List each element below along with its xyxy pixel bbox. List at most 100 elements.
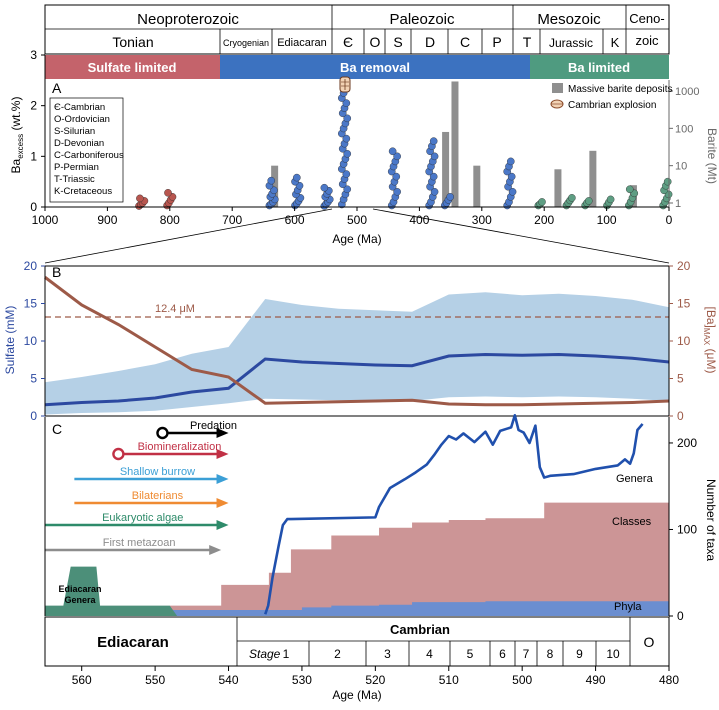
ba-excess-point [506, 157, 515, 166]
era-label-cenozoic-bottom: zoic [635, 33, 659, 48]
panel-c-x-tick-label: 550 [145, 673, 165, 687]
abbreviation-devonian: D-Devonian [54, 138, 104, 149]
panel-c-x-tick-label: 510 [439, 673, 459, 687]
abbreviation-cretaceous: K-Cretaceous [54, 186, 112, 197]
panel-b-y-tick-label: 10 [24, 334, 38, 348]
panel-label-a: A [52, 80, 62, 96]
panel-c-right-tick-label: 200 [677, 436, 697, 450]
panel-label-c: C [52, 421, 62, 437]
event-origin-icon [156, 426, 169, 440]
regime-label-ba-limited: Ba limited [568, 60, 630, 75]
event-origin-icon [112, 447, 125, 461]
stage-number-label: 1 [283, 647, 290, 661]
panel-a-x-tick-label: 800 [160, 213, 180, 227]
abbreviation-ordovician: O-Ordovician [54, 114, 110, 125]
panel-b-right-tick-label: 5 [677, 372, 684, 386]
ba-excess-point [446, 193, 454, 201]
era-label-cenozoic-top: Ceno- [629, 11, 664, 26]
reference-line-label: 12.4 μM [155, 303, 195, 315]
ba-excess-point [430, 187, 439, 196]
regime-label-ba-removal: Ba removal [340, 60, 410, 75]
ba-max-line [44, 276, 670, 407]
panel-a-y-axis-title: Baexcess (wt.%) [9, 97, 25, 174]
legend-cambrian-explosion: Cambrian explosion [568, 100, 656, 111]
cambrian-explosion-marker-icon [339, 76, 351, 93]
stage-number-label: 3 [384, 647, 391, 661]
panel-c-x-tick-label: 540 [219, 673, 239, 687]
stage-number-label: 4 [426, 647, 433, 661]
panel-c-x-tick-label: 500 [512, 673, 532, 687]
panel-c-x-tick-label: 560 [72, 673, 92, 687]
ba-excess-point [343, 185, 352, 194]
panel-c-x-tick-label: 520 [365, 673, 385, 687]
stratigraphic-column: Ediacaran Cambrian O Stage 1 2 3 4 5 6 7 8 9 10 [44, 616, 670, 667]
evolutionary-events: Predation Biomineralization Shallow burrow… [45, 420, 237, 555]
stage-word-label: Stage [249, 647, 281, 661]
panel-c-x-tick-label: 490 [586, 673, 606, 687]
strat-label-cambrian: Cambrian [390, 622, 450, 637]
panel-a-x-tick-label: 500 [347, 213, 367, 227]
panel-c: Predation Biomineralization Shallow burrow… [44, 413, 718, 702]
panel-a-x-tick-label: 400 [409, 213, 429, 227]
abbreviation-carboniferous: C-Carboniferous [54, 150, 124, 161]
panel-b-axes: 0 0 5 5 10 10 15 15 20 20 [24, 259, 691, 423]
sulfate-range-band [45, 292, 669, 415]
panel-b-y-tick-label: 20 [24, 259, 38, 273]
stage-number-label: 2 [334, 647, 341, 661]
ba-excess-point [320, 183, 329, 192]
event-arrowhead-icon [209, 545, 222, 555]
series-label-ediacaran-genera-line2: Genera [64, 595, 96, 605]
panel-a-right-axis-title: Barite (Mt) [705, 128, 719, 184]
event-arrowhead-icon [216, 449, 229, 459]
panel-b-y-axis-title: Sulfate (mM) [3, 306, 17, 375]
stage-number-label: 6 [499, 647, 506, 661]
ba-excess-point [584, 197, 593, 205]
period-label-permian: P [492, 34, 501, 50]
panel-b-right-tick-label: 20 [677, 259, 691, 273]
panel-a: 1000 900 800 700 600 500 400 300 200 100 001231101… [9, 48, 719, 246]
panel-c-x-tick-label: 480 [659, 673, 679, 687]
panel-a-right-tick-label: 100 [675, 123, 693, 135]
era-label-neoproterozoic: Neoproterozoic [137, 11, 239, 28]
period-label-cretaceous: K [611, 35, 620, 50]
panel-c-right-tick-label: 100 [677, 522, 697, 536]
period-label-cryogenian: Cryogenian [223, 38, 269, 48]
cambrian-explosion-legend-icon [550, 99, 564, 109]
panel-a-x-tick-label: 600 [285, 213, 305, 227]
genera-line [264, 413, 644, 615]
ba-excess-point [267, 176, 276, 185]
ba-excess-point [568, 194, 576, 202]
zoom-connector-left [44, 208, 333, 264]
panel-a-x-tick-label: 700 [222, 213, 242, 227]
panel-a-x-tick-label: 0 [666, 213, 673, 227]
event-label: Predation [190, 420, 237, 432]
panel-a-x-tick-label: 100 [597, 213, 617, 227]
strat-label-ordovician: O [644, 634, 655, 650]
panel-b-y-tick-label: 5 [30, 372, 37, 386]
ba-excess-points [135, 81, 673, 210]
abbreviation-triassic: T-Triassic [54, 174, 95, 185]
stage-number-label: 5 [467, 647, 474, 661]
panel-a-y-tick-label: 1 [30, 149, 37, 163]
ba-excess-point [606, 195, 615, 204]
ba-excess-point [430, 152, 439, 161]
panel-c-x-axis-title: Age (Ma) [332, 688, 381, 702]
panel-a-x-tick-label: 900 [97, 213, 117, 227]
event-label: Eukaryotic algae [102, 512, 183, 524]
event-label: Shallow burrow [120, 466, 195, 478]
panel-a-x-tick-label: 300 [472, 213, 492, 227]
period-label-tonian: Tonian [112, 34, 153, 50]
panel-a-right-tick-label: 10 [675, 161, 687, 173]
panel-b-right-axis-title: [Ba]MAX (μM) [702, 307, 718, 374]
period-dividers [219, 29, 604, 54]
period-label-ordovician: O [370, 34, 381, 50]
ba-excess-point [625, 185, 634, 194]
ba-excess-point [663, 177, 672, 186]
panel-b-y-tick-label: 0 [30, 409, 37, 423]
series-label-genera: Genera [616, 473, 654, 485]
panel-a-x-tick-label: 200 [534, 213, 554, 227]
series-label-classes: Classes [612, 516, 652, 528]
panel-a-right-tick-label: 1000 [675, 86, 699, 98]
